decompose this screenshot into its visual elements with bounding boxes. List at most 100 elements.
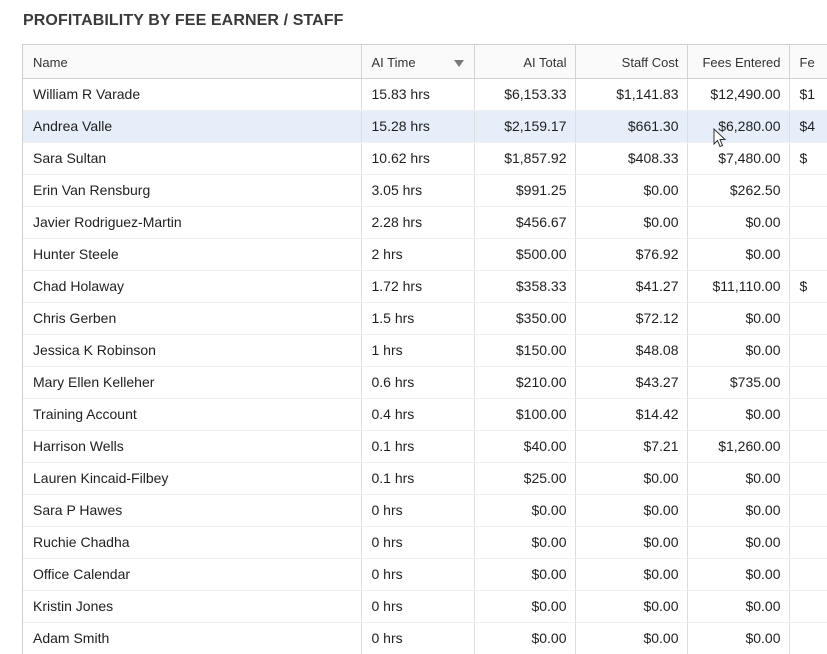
fees-entered-cell: $0.00: [687, 558, 790, 591]
name-cell: William R Varade: [23, 78, 362, 111]
fees-entered-cell: $0.00: [687, 238, 790, 271]
fees-entered-cell: $7,480.00: [687, 142, 790, 175]
fees-truncated-cell: $: [789, 270, 827, 303]
fees-truncated-cell: [789, 590, 827, 623]
table-row[interactable]: William R Varade 15.83 hrs $6,153.33 $1,141…: [23, 78, 827, 111]
fees-truncated-cell: [789, 462, 827, 495]
fees-entered-cell: $0.00: [687, 462, 790, 495]
ai-time-cell: 2.28 hrs: [361, 206, 475, 239]
fees-truncated-cell: [789, 366, 827, 399]
data-grid: Name AI Time AI Total Staff Cost Fees En…: [23, 45, 827, 654]
name-cell: Training Account: [23, 398, 362, 431]
fees-entered-cell: $262.50: [687, 174, 790, 207]
ai-time-cell: 15.83 hrs: [361, 78, 475, 111]
ai-total-cell: $1,857.92: [474, 142, 576, 175]
ai-total-cell: $0.00: [474, 590, 576, 623]
ai-total-cell: $500.00: [474, 238, 576, 271]
name-cell: Andrea Valle: [23, 110, 362, 143]
ai-total-cell: $150.00: [474, 334, 576, 367]
name-cell: Jessica K Robinson: [23, 334, 362, 367]
fees-truncated-cell: [789, 430, 827, 463]
ai-time-cell: 0.6 hrs: [361, 366, 475, 399]
table-row[interactable]: Erin Van Rensburg 3.05 hrs $991.25 $0.00 $26…: [23, 174, 827, 207]
report-title: PROFITABILITY BY FEE EARNER / STAFF: [23, 12, 344, 29]
fees-truncated-cell: [789, 334, 827, 367]
ai-time-cell: 1.5 hrs: [361, 302, 475, 335]
fees-truncated-cell: [789, 206, 827, 239]
staff-cost-cell: $14.42: [575, 398, 688, 431]
name-cell: Ruchie Chadha: [23, 526, 362, 559]
table-row[interactable]: Training Account 0.4 hrs $100.00 $14.42 $0.0…: [23, 398, 827, 431]
staff-cost-cell: $0.00: [575, 462, 688, 495]
fees-truncated-cell: $: [789, 142, 827, 175]
staff-cost-cell: $0.00: [575, 174, 688, 207]
column-header-ai-total[interactable]: AI Total: [474, 45, 576, 79]
fees-entered-cell: $0.00: [687, 302, 790, 335]
fees-entered-cell: $0.00: [687, 398, 790, 431]
fees-entered-cell: $0.00: [687, 206, 790, 239]
table-row[interactable]: Mary Ellen Kelleher 0.6 hrs $210.00 $43.27 $…: [23, 366, 827, 399]
table-row[interactable]: Adam Smith 0 hrs $0.00 $0.00 $0.00: [23, 622, 827, 654]
staff-cost-cell: $72.12: [575, 302, 688, 335]
table-row[interactable]: Chris Gerben 1.5 hrs $350.00 $72.12 $0.00: [23, 302, 827, 335]
fees-entered-cell: $0.00: [687, 494, 790, 527]
fees-entered-cell: $735.00: [687, 366, 790, 399]
ai-total-cell: $40.00: [474, 430, 576, 463]
table-row[interactable]: Harrison Wells 0.1 hrs $40.00 $7.21 $1,260.0…: [23, 430, 827, 463]
ai-time-cell: 0 hrs: [361, 622, 475, 654]
staff-cost-cell: $76.92: [575, 238, 688, 271]
table-row[interactable]: Jessica K Robinson 1 hrs $150.00 $48.08 $0.0…: [23, 334, 827, 367]
staff-cost-cell: $43.27: [575, 366, 688, 399]
ai-time-cell: 0.1 hrs: [361, 430, 475, 463]
fees-entered-cell: $1,260.00: [687, 430, 790, 463]
column-header-fees-entered[interactable]: Fees Entered: [687, 45, 790, 79]
staff-cost-cell: $0.00: [575, 590, 688, 623]
column-header-label: Fees Entered: [702, 54, 781, 70]
staff-cost-cell: $0.00: [575, 622, 688, 654]
table-row[interactable]: Hunter Steele 2 hrs $500.00 $76.92 $0.00: [23, 238, 827, 271]
staff-cost-cell: $661.30: [575, 110, 688, 143]
table-row[interactable]: Office Calendar 0 hrs $0.00 $0.00 $0.00: [23, 558, 827, 591]
fees-truncated-cell: [789, 526, 827, 559]
column-header-label: Name: [33, 54, 68, 70]
table-row[interactable]: Kristin Jones 0 hrs $0.00 $0.00 $0.00: [23, 590, 827, 623]
column-header-label: Fe: [799, 54, 815, 70]
column-header-fees-truncated[interactable]: Fe: [789, 45, 827, 79]
column-header-label: AI Time: [371, 54, 416, 70]
column-header-staff-cost[interactable]: Staff Cost: [575, 45, 688, 79]
fees-entered-cell: $6,280.00: [687, 110, 790, 143]
table-row[interactable]: Chad Holaway 1.72 hrs $358.33 $41.27 $11,110…: [23, 270, 827, 303]
staff-cost-cell: $1,141.83: [575, 78, 688, 111]
table-row[interactable]: Javier Rodriguez-Martin 2.28 hrs $456.67 $0…: [23, 206, 827, 239]
header-row: Name AI Time AI Total Staff Cost Fees En…: [23, 45, 827, 79]
ai-time-cell: 15.28 hrs: [361, 110, 475, 143]
ai-total-cell: $2,159.17: [474, 110, 576, 143]
fees-entered-cell: $0.00: [687, 622, 790, 654]
fees-entered-cell: $0.00: [687, 590, 790, 623]
fees-entered-cell: $11,110.00: [687, 270, 790, 303]
name-cell: Erin Van Rensburg: [23, 174, 362, 207]
table-row[interactable]: Sara Sultan 10.62 hrs $1,857.92 $408.33 $7,4…: [23, 142, 827, 175]
table-row[interactable]: Lauren Kincaid-Filbey 0.1 hrs $25.00 $0.00 $…: [23, 462, 827, 495]
ai-time-cell: 1.72 hrs: [361, 270, 475, 303]
fees-truncated-cell: [789, 302, 827, 335]
column-header-name[interactable]: Name: [23, 45, 362, 79]
fees-entered-cell: $0.00: [687, 526, 790, 559]
ai-total-cell: $100.00: [474, 398, 576, 431]
table-row[interactable]: Sara P Hawes 0 hrs $0.00 $0.00 $0.00: [23, 494, 827, 527]
column-header-label: Staff Cost: [621, 54, 679, 70]
ai-total-cell: $210.00: [474, 366, 576, 399]
table-row[interactable]: Andrea Valle 15.28 hrs $2,159.17 $661.30 $6,…: [23, 110, 827, 143]
ai-time-cell: 2 hrs: [361, 238, 475, 271]
ai-time-cell: 0 hrs: [361, 558, 475, 591]
ai-time-cell: 0 hrs: [361, 526, 475, 559]
column-header-ai-time[interactable]: AI Time: [361, 45, 475, 79]
ai-total-cell: $456.67: [474, 206, 576, 239]
table-row[interactable]: Ruchie Chadha 0 hrs $0.00 $0.00 $0.00: [23, 526, 827, 559]
name-cell: Javier Rodriguez-Martin: [23, 206, 362, 239]
staff-cost-cell: $0.00: [575, 526, 688, 559]
sort-descending-icon[interactable]: [453, 59, 464, 67]
staff-cost-cell: $48.08: [575, 334, 688, 367]
staff-cost-cell: $41.27: [575, 270, 688, 303]
name-cell: Chad Holaway: [23, 270, 362, 303]
